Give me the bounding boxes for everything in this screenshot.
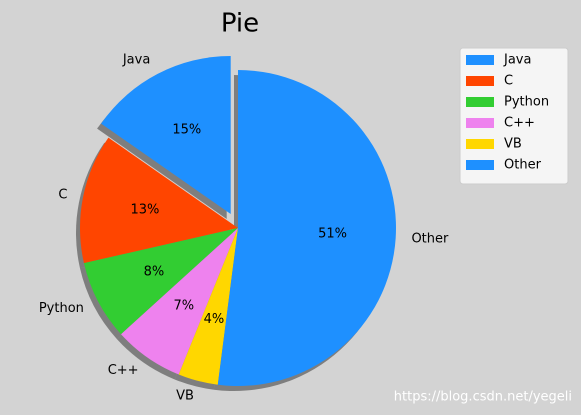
legend-patch: [466, 76, 494, 86]
chart-title: Pie: [221, 9, 259, 39]
wedge-label: C: [58, 187, 67, 202]
legend-patch: [466, 118, 494, 128]
wedge: [101, 55, 231, 214]
percent-label: 15%: [172, 122, 201, 137]
legend-patch: [466, 55, 494, 65]
legend-patch: [466, 139, 494, 149]
wedge-label: Other: [411, 232, 449, 247]
legend-label: VB: [504, 137, 522, 152]
wedge-label: Java: [122, 52, 150, 67]
percent-label: 51%: [318, 227, 347, 242]
wedge-label: VB: [176, 389, 194, 404]
wedge: [80, 137, 239, 264]
legend-label: C++: [504, 116, 535, 131]
watermark: https://blog.csdn.net/yegeli: [394, 390, 572, 405]
percent-label: 7%: [173, 298, 194, 313]
legend-patch: [466, 97, 494, 107]
percent-label: 8%: [144, 264, 165, 279]
legend-patch: [466, 160, 494, 170]
legend-label: Other: [504, 158, 542, 173]
wedge: [121, 228, 238, 375]
percent-label: 4%: [204, 312, 225, 327]
legend-label: C: [504, 74, 513, 89]
legend-label: Java: [503, 53, 531, 68]
percent-label: 13%: [130, 202, 159, 217]
wedge: [178, 228, 238, 385]
wedge: [83, 228, 238, 335]
wedge: [217, 70, 396, 386]
legend-label: Python: [504, 95, 549, 110]
wedge-label: Python: [39, 301, 84, 316]
wedge-label: C++: [108, 363, 139, 378]
legend: Java C Python C++ VB Other: [459, 47, 569, 185]
